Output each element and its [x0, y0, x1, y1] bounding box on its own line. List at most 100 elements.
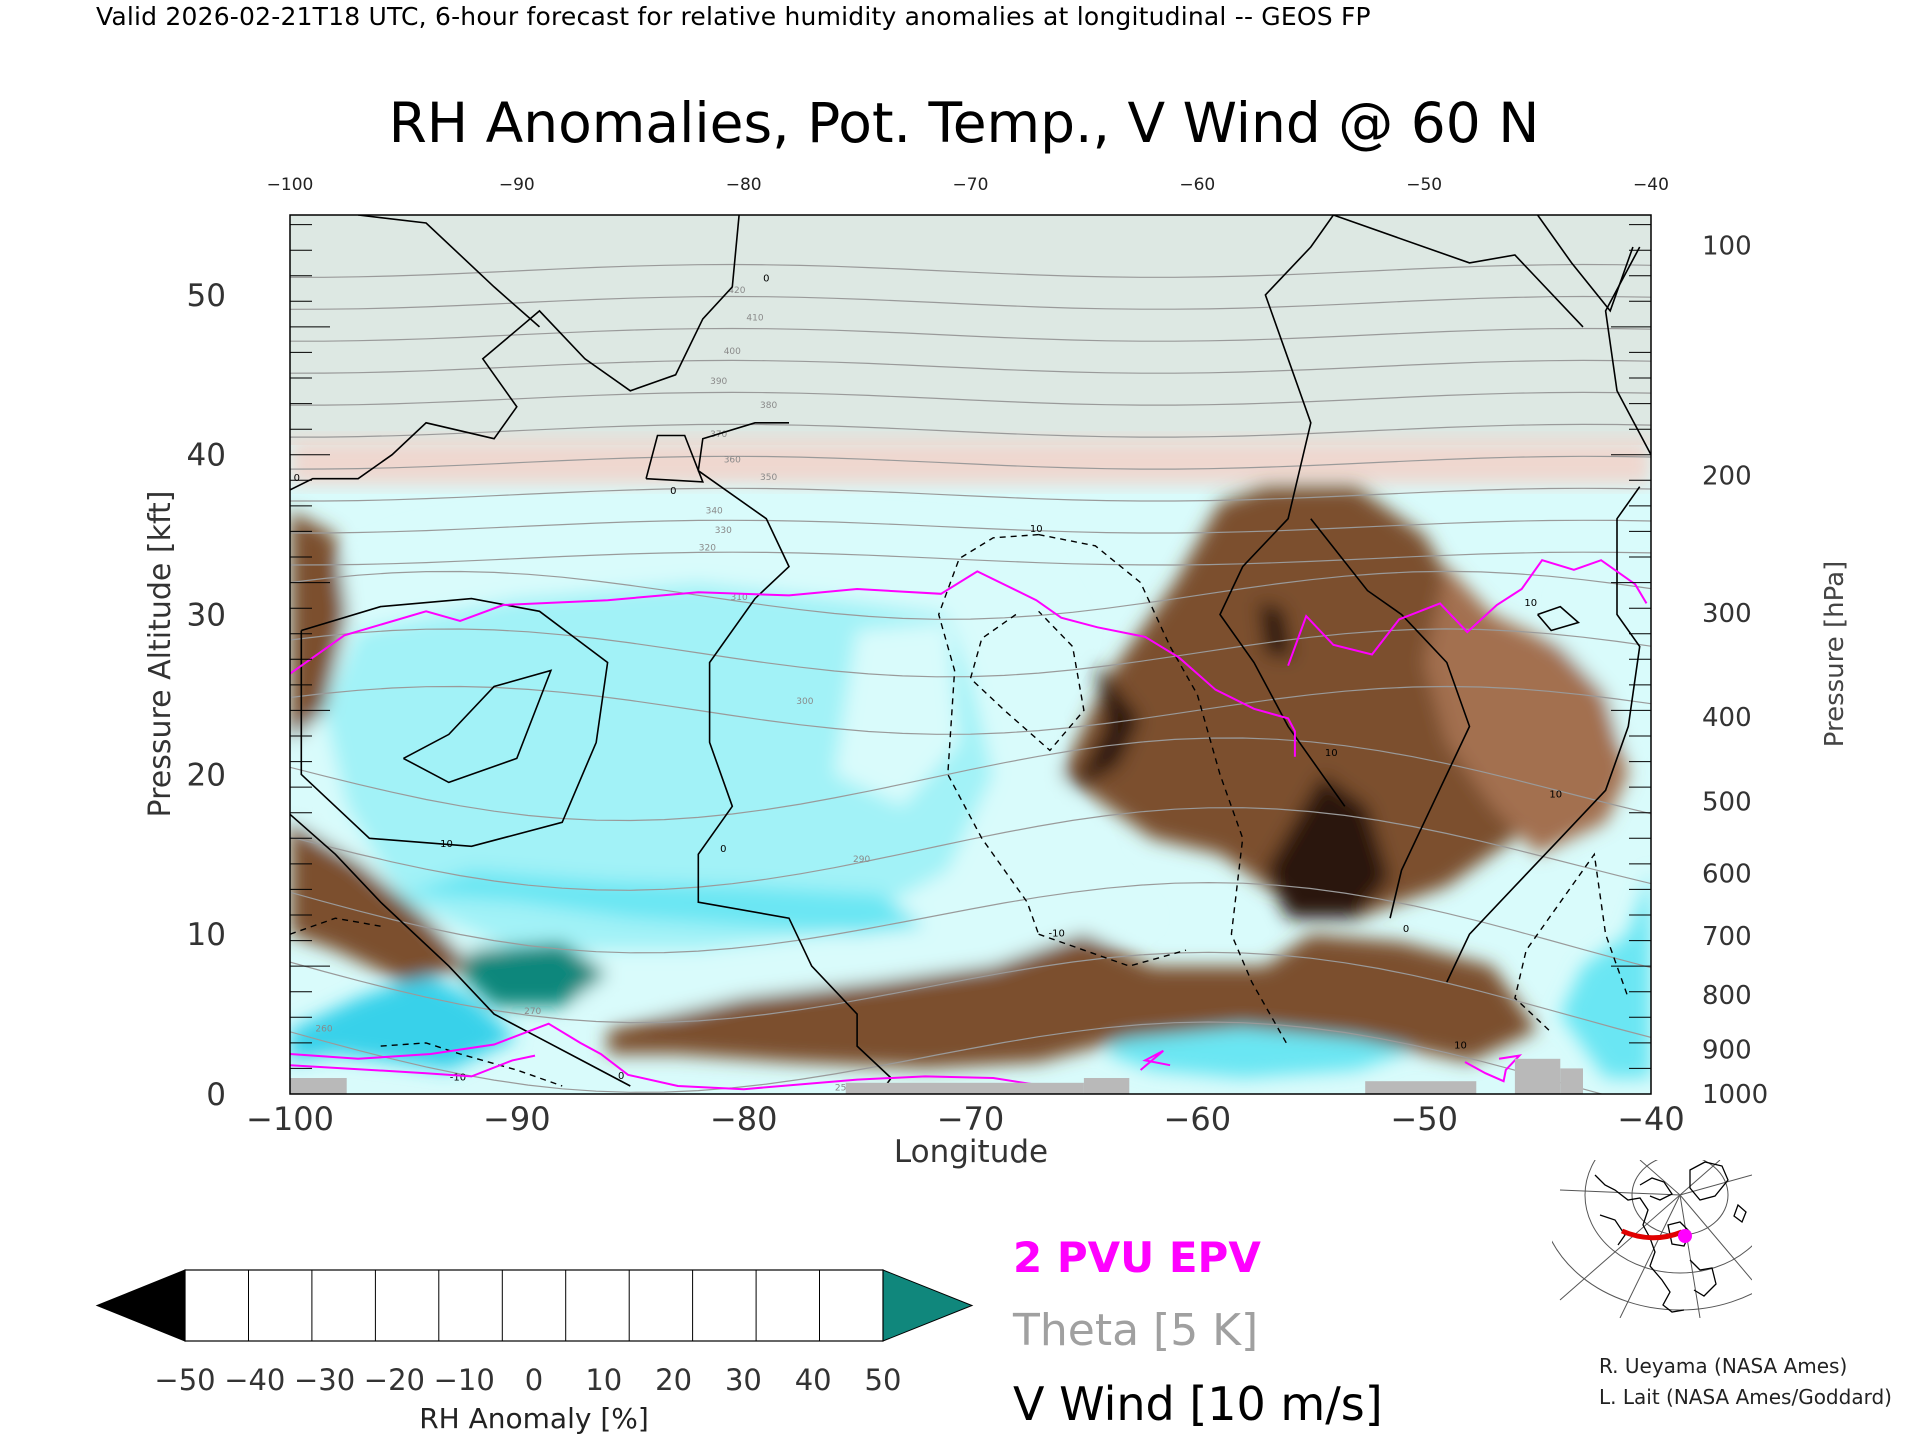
vwind-label: -10 [1049, 929, 1065, 940]
frame-ticks [290, 224, 1651, 1095]
epv-contour [1139, 1049, 1171, 1071]
theta-label: 410 [746, 313, 763, 323]
y-axis-label-right: Pressure [hPa] [1820, 561, 1850, 748]
map-meridian [1639, 1160, 1681, 1196]
theta-label: 420 [728, 286, 745, 296]
rh-anomaly-region [1265, 774, 1391, 919]
chart-title: RH Anomalies, Pot. Temp., V Wind @ 60 N [389, 91, 1540, 155]
locator-map [1552, 1160, 1752, 1318]
vwind-contour [1333, 215, 1584, 328]
rh-anomaly-region [1258, 601, 1293, 658]
plot-frame [289, 214, 1652, 1095]
pressure-tick-label: 800 [1702, 981, 1752, 1011]
y-tick-label: 0 [206, 1077, 226, 1113]
vwind-contour-dashed [1038, 933, 1187, 967]
theta-label: 340 [706, 507, 723, 517]
theta-contour [290, 327, 1651, 342]
theta-contour [290, 423, 1651, 438]
stratosphere-band [290, 215, 1651, 445]
y-tick-label: 20 [187, 757, 226, 793]
colorbar-tick-label: −10 [434, 1363, 495, 1397]
vwind-contours-solid [290, 215, 1651, 1094]
pressure-tick-label: 700 [1702, 922, 1752, 952]
vwind-contour [1219, 215, 1346, 807]
theta-contour [290, 455, 1651, 470]
vwind-contour-dashed [937, 533, 1040, 935]
y-axis-label-left: Pressure Altitude [kft] [143, 491, 178, 818]
theta-contour [290, 295, 1651, 310]
map-parallel [1552, 1240, 1752, 1311]
valid-line: Valid 2026-02-21T18 UTC, 6-hour forecast… [96, 2, 1371, 31]
rh-anomaly-region [324, 582, 994, 951]
rh-anomaly-region [1424, 566, 1629, 855]
vwind-label: -10 [450, 1072, 466, 1083]
rh-anomaly-region [607, 934, 1538, 1069]
vwind-contour [697, 422, 893, 1094]
theta-label: 400 [724, 347, 741, 357]
top-axis: −100 −90 −80 −70 −60 −50 −40 [267, 175, 1669, 195]
rh-anomaly-region [1072, 662, 1141, 791]
theta-label: 370 [710, 430, 727, 440]
theta-contour [290, 570, 1651, 620]
rh-anomaly-region [1560, 870, 1651, 1078]
credit-line-2: L. Lait (NASA Ames/Goddard) [1599, 1385, 1892, 1409]
colorbar: −50 −40 −30 −20 −10 0 10 20 30 40 50 [95, 1269, 974, 1397]
vwind-contour [1536, 605, 1581, 632]
theta-contour [290, 487, 1651, 502]
vwind-contours-dashed [290, 533, 1629, 1087]
theta-contour [290, 263, 1651, 278]
theta-contour [290, 737, 1651, 822]
y-tick-label: 40 [187, 438, 226, 474]
x-tick-label: −70 [937, 1100, 1005, 1138]
vwind-contour-labels: 0 0 0 0 10 -10 0 10 -10 10 10 0 10 10 [294, 273, 1562, 1083]
vwind-contour [1536, 215, 1634, 313]
vwind-label: 10 [1030, 524, 1043, 535]
pressure-tick-label: 300 [1702, 599, 1752, 629]
vwind-label: 10 [1524, 598, 1537, 609]
theta-contour [290, 951, 1651, 1038]
rh-anomaly-field [290, 486, 1651, 1078]
epv-contour [290, 1022, 1035, 1091]
colorbar-tick-label: 40 [795, 1363, 832, 1397]
rh-anomaly-region [290, 974, 517, 1070]
colorbar-tick-label: 50 [865, 1363, 902, 1397]
theta-label: 330 [715, 526, 732, 536]
colorbar-tick-label: −40 [224, 1363, 285, 1397]
map-meridian [1619, 1194, 1681, 1318]
vwind-contour [290, 813, 631, 1087]
epv-contour [290, 570, 1296, 757]
x-axis: −100 −90 −80 −70 −60 −50 −40 [246, 1100, 1685, 1138]
pressure-tick-label: 100 [1702, 231, 1752, 261]
terrain-mask [290, 1058, 1583, 1094]
theta-label: 390 [710, 377, 727, 387]
map-meridian [1679, 1194, 1701, 1318]
theta-label: 310 [731, 593, 748, 603]
legend-entry: 2 PVU EPV [1013, 1233, 1261, 1282]
y-tick-label: 10 [187, 917, 226, 953]
map-meridian [1559, 1189, 1681, 1196]
x-tick-label: −90 [483, 1100, 551, 1138]
vwind-label: 0 [618, 1071, 624, 1082]
map-marker [1678, 1229, 1692, 1243]
epv-contour [1287, 559, 1648, 667]
theta-label: 250 [835, 1084, 852, 1094]
theta-label: 270 [524, 1007, 541, 1017]
theta-label: 290 [853, 855, 870, 865]
terrain-block [290, 1078, 347, 1094]
x-tick-label: −60 [1164, 1100, 1232, 1138]
colorbar-tick-label: −50 [154, 1363, 215, 1397]
map-meridian [1559, 1194, 1681, 1301]
y-axis-right: 1000 900 800 700 600 500 400 300 200 100 [1702, 231, 1768, 1110]
terrain-block [1083, 1078, 1130, 1094]
vwind-label: 0 [1403, 924, 1409, 935]
colorbar-tick-label: −20 [364, 1363, 425, 1397]
map-section-line [1621, 1228, 1683, 1241]
vwind-contour [1604, 246, 1651, 456]
theta-contour [290, 881, 1651, 969]
theta-contour [290, 519, 1651, 534]
vwind-contour [645, 434, 704, 483]
colorbar-label: RH Anomaly [%] [419, 1402, 649, 1435]
vwind-label: 0 [294, 473, 300, 484]
vwind-label: 10 [1325, 748, 1338, 759]
theta-label: 260 [315, 1025, 332, 1035]
